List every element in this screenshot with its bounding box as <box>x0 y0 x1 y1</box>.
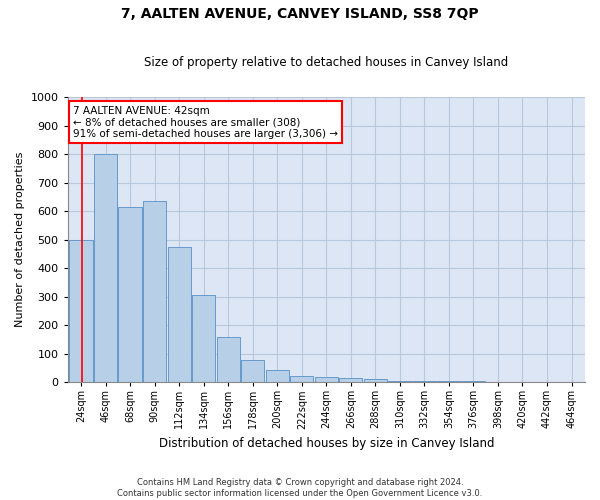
Bar <box>241 360 265 382</box>
Y-axis label: Number of detached properties: Number of detached properties <box>15 152 25 328</box>
Bar <box>167 247 191 382</box>
Bar <box>118 207 142 382</box>
Bar <box>437 381 461 382</box>
Bar <box>339 378 362 382</box>
Bar <box>143 201 166 382</box>
Bar <box>290 376 313 382</box>
Bar <box>266 370 289 382</box>
X-axis label: Distribution of detached houses by size in Canvey Island: Distribution of detached houses by size … <box>158 437 494 450</box>
Title: Size of property relative to detached houses in Canvey Island: Size of property relative to detached ho… <box>144 56 508 70</box>
Bar <box>192 295 215 382</box>
Bar <box>388 380 412 382</box>
Bar <box>94 154 117 382</box>
Text: Contains HM Land Registry data © Crown copyright and database right 2024.
Contai: Contains HM Land Registry data © Crown c… <box>118 478 482 498</box>
Bar <box>217 337 240 382</box>
Bar <box>364 380 387 382</box>
Text: 7, AALTEN AVENUE, CANVEY ISLAND, SS8 7QP: 7, AALTEN AVENUE, CANVEY ISLAND, SS8 7QP <box>121 8 479 22</box>
Text: 7 AALTEN AVENUE: 42sqm
← 8% of detached houses are smaller (308)
91% of semi-det: 7 AALTEN AVENUE: 42sqm ← 8% of detached … <box>73 106 338 139</box>
Bar <box>70 240 93 382</box>
Bar <box>314 376 338 382</box>
Bar <box>413 381 436 382</box>
